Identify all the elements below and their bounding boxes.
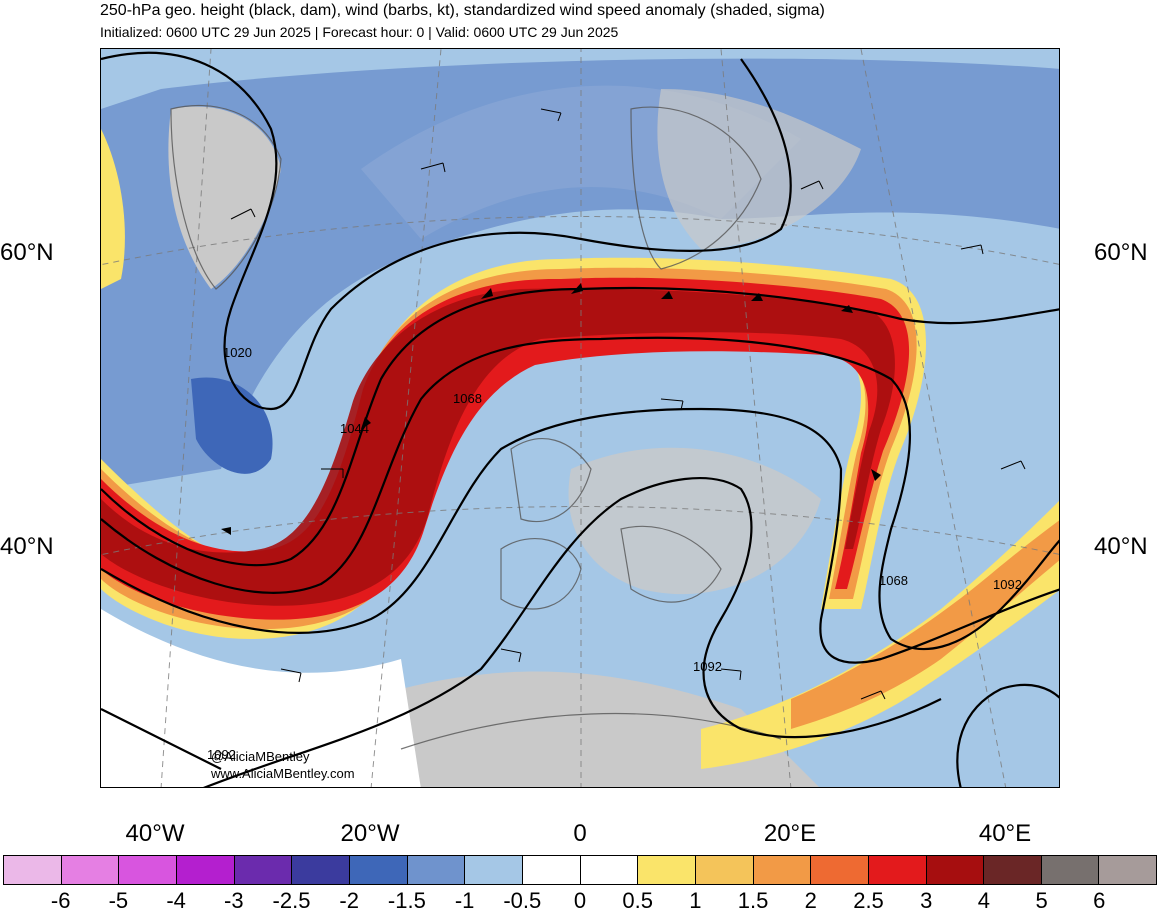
contour-label-1092-south: 1092 (693, 659, 722, 674)
jet-southeast-orange (791, 520, 1059, 729)
colorbar-swatch (580, 856, 639, 884)
colorbar-label: -1.5 (387, 888, 426, 913)
map-panel: 1020 1044 1068 1068 1092 1092 1092 @Alic… (100, 48, 1060, 788)
colorbar-swatch (984, 856, 1042, 884)
colorbar-swatch (695, 856, 754, 884)
region-gray-mediterranean (568, 447, 821, 595)
colorbar-label: 2.5 (853, 888, 884, 913)
lon-label-40e: 40°E (978, 820, 1032, 847)
colorbar-swatch (119, 856, 177, 884)
credit-site: www.AliciaMBentley.com (211, 766, 355, 781)
map-title: 250-hPa geo. height (black, dam), wind (… (100, 2, 825, 19)
coastlines (170, 104, 782, 750)
colorbar-swatch (753, 856, 812, 884)
lon-label-40w: 40°W (125, 820, 185, 847)
colorbar-swatch (176, 856, 235, 884)
credit-handle: @AliciaMBentley (211, 749, 310, 764)
wind-barbs (230, 108, 1026, 700)
colorbar-label: 0 (573, 888, 587, 913)
colorbar-label: -2.5 (272, 888, 311, 913)
lon-label-20e: 20°E (763, 820, 817, 847)
lon-label-20w: 20°W (340, 820, 400, 847)
wind-barb-flags (221, 283, 881, 535)
colorbar-swatch (868, 856, 927, 884)
colorbar-label: 4 (977, 888, 991, 913)
colorbar-label: 6 (1093, 888, 1106, 913)
height-contours (101, 51, 1059, 787)
colorbar-label: -6 (50, 888, 71, 913)
colorbar-swatch (638, 856, 696, 884)
colorbar-label: 1 (689, 888, 702, 913)
map-canvas (101, 49, 1059, 787)
lat-label-60n-left: 60°N (0, 239, 54, 266)
colorbar-label: -4 (166, 888, 186, 913)
colorbar-swatch (292, 856, 350, 884)
colorbar-label: -2 (339, 888, 359, 913)
region-gray-greenland (168, 106, 281, 289)
colorbar-label: -0.5 (503, 888, 542, 913)
colorbar-label: 2 (804, 888, 817, 913)
lon-label-0: 0 (573, 820, 587, 847)
colorbar-label: -1 (454, 888, 475, 913)
lat-label-60n-right: 60°N (1094, 239, 1148, 266)
lat-label-40n-left: 40°N (0, 533, 54, 560)
contour-label-1092-southwest: 1092 (207, 747, 236, 762)
colorbar-label: -3 (224, 888, 244, 913)
colorbar-swatch (234, 856, 293, 884)
colorbar-label: -5 (108, 888, 129, 913)
region-gray-scandinavia (657, 89, 861, 249)
jet-southeast-yellow (701, 500, 1059, 769)
contour-label-1092-east: 1092 (993, 577, 1022, 592)
colorbar-swatch (811, 856, 869, 884)
map-subtitle: Initialized: 0600 UTC 29 Jun 2025 | Fore… (100, 24, 619, 40)
colorbar-label: 5 (1035, 888, 1048, 913)
colorbar-swatch (1099, 856, 1157, 884)
colorbar-swatch (926, 856, 985, 884)
region-yellow-greenland-coast (101, 129, 125, 289)
region-white-southwest (101, 609, 421, 787)
lat-label-40n-right: 40°N (1094, 533, 1148, 560)
graticule (101, 49, 1059, 787)
colorbar-swatch (522, 856, 581, 884)
colorbar-swatch (407, 856, 466, 884)
contour-label-1044: 1044 (340, 421, 369, 436)
colorbar-label: 3 (920, 888, 933, 913)
region-dark-blue-west (191, 377, 273, 474)
jet-dark-red (101, 288, 895, 606)
colorbar-swatch (1041, 856, 1100, 884)
colorbar-label: 1.5 (737, 888, 769, 913)
anomaly-colorbar (3, 855, 1157, 885)
contour-label-1020: 1020 (223, 345, 252, 360)
colorbar-swatch (465, 856, 523, 884)
colorbar-swatch (4, 856, 62, 884)
colorbar-label: 0.5 (622, 888, 653, 913)
colorbar-swatch (349, 856, 408, 884)
contour-label-1068-east: 1068 (879, 573, 908, 588)
contour-label-1068-west: 1068 (453, 391, 482, 406)
colorbar-swatch (61, 856, 120, 884)
